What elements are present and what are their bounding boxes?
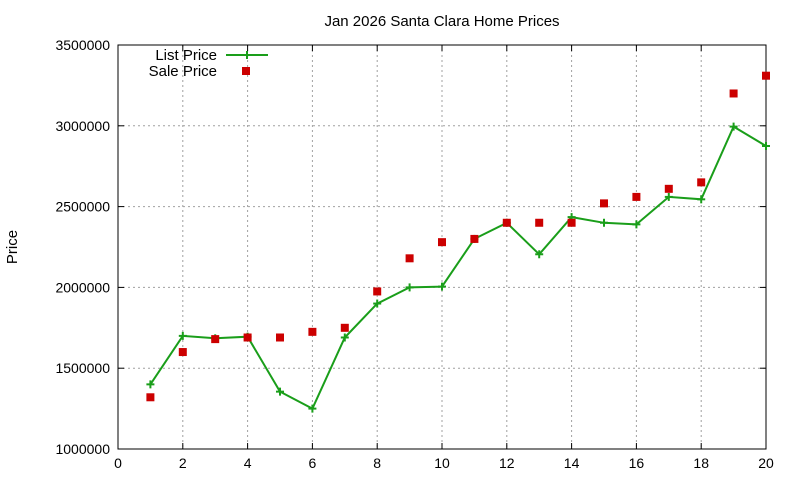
x-tick-label: 12 — [499, 455, 515, 471]
x-tick-label: 6 — [309, 455, 317, 471]
list-price-point — [340, 333, 349, 342]
list-price-point — [308, 404, 317, 413]
series — [146, 71, 770, 413]
sale-price-point — [405, 254, 414, 263]
sale-price-point — [243, 333, 252, 342]
legend-label-sale-price: Sale Price — [149, 63, 217, 80]
x-axis-tick-labels: 0 2 4 6 8 10 12 14 16 18 20 — [114, 455, 774, 471]
list-price-point — [762, 142, 770, 150]
sale-price-point — [632, 192, 641, 201]
sale-price-point — [600, 199, 608, 208]
sale-price-point — [211, 335, 220, 344]
x-tick-label: 20 — [758, 455, 774, 471]
list-price-point — [438, 282, 446, 291]
axis-ticks — [117, 44, 767, 450]
sale-price-point — [502, 218, 511, 227]
list-price-point — [600, 218, 608, 227]
sale-price-point — [276, 333, 284, 342]
sale-price-point — [535, 218, 544, 227]
sale-price-point — [438, 238, 446, 247]
y-tick-label: 2500000 — [55, 199, 110, 215]
x-tick-label: 0 — [114, 455, 122, 471]
y-tick-label: 3500000 — [55, 37, 110, 53]
list-price-point — [373, 299, 382, 308]
list-price-point — [632, 220, 641, 229]
x-tick-label: 8 — [373, 455, 381, 471]
list-price-point — [146, 380, 155, 389]
list-price-point — [697, 195, 706, 204]
y-tick-label: 3000000 — [55, 118, 110, 134]
legend: List Price Sale Price — [149, 47, 268, 80]
list-price-point — [664, 192, 673, 201]
legend-marker-sale-price — [242, 67, 250, 75]
sale-price-point — [470, 234, 479, 243]
y-axis-tick-labels: 1000000 1500000 2000000 2500000 3000000 35000… — [55, 37, 110, 457]
list-price-point — [276, 387, 284, 396]
y-tick-label: 1000000 — [55, 441, 110, 457]
x-tick-label: 10 — [434, 455, 450, 471]
sale-price-point — [697, 178, 706, 187]
list-price-point — [729, 122, 738, 131]
sale-price-point — [664, 184, 673, 193]
grid — [118, 45, 766, 449]
sale-price-point — [340, 323, 349, 332]
sale-price-point — [146, 393, 155, 402]
y-axis-label: Price — [4, 230, 21, 264]
list-price-point — [178, 331, 187, 340]
x-tick-label: 4 — [244, 455, 252, 471]
sale-price-point — [567, 218, 576, 227]
list-price-point — [405, 283, 414, 292]
x-tick-label: 18 — [693, 455, 709, 471]
sale-price-point — [178, 348, 187, 357]
sale-price-point — [308, 327, 317, 336]
x-tick-label: 14 — [564, 455, 580, 471]
x-tick-label: 16 — [629, 455, 645, 471]
sale-price-point — [729, 89, 738, 98]
list-price-line — [149, 125, 767, 410]
legend-label-list-price: List Price — [155, 47, 217, 64]
sale-price-point — [762, 71, 770, 80]
list-price-point — [535, 250, 544, 259]
chart-title: Jan 2026 Santa Clara Home Prices — [324, 13, 559, 30]
sale-price-point — [373, 287, 382, 296]
y-tick-label: 2000000 — [55, 279, 110, 295]
x-tick-label: 2 — [179, 455, 187, 471]
legend-marker-list-price — [243, 51, 251, 59]
y-tick-label: 1500000 — [55, 360, 110, 376]
